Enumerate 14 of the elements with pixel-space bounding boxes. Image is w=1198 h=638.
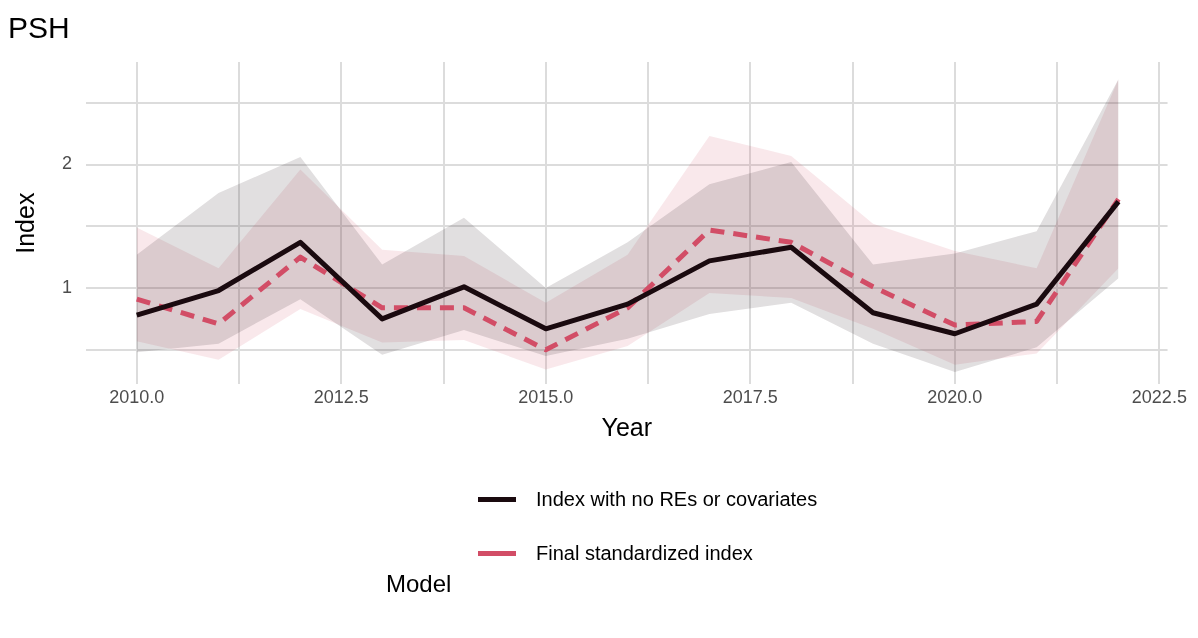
y-tick-label: 1 xyxy=(62,277,73,298)
x-axis-title: Year xyxy=(601,412,653,441)
legend-title: Model xyxy=(386,570,453,598)
x-tick-label: 2017.5 xyxy=(722,387,778,408)
legend-label: Index with no REs or covariates xyxy=(536,487,818,511)
x-tick-label: 2020.0 xyxy=(927,387,983,408)
legend-label: Final standardized index xyxy=(536,541,753,565)
y-tick-label: 2 xyxy=(62,153,73,174)
chart-title: PSH xyxy=(8,11,70,45)
x-tick-label: 2015.0 xyxy=(518,387,574,408)
x-tick-label: 2010.0 xyxy=(109,387,165,408)
y-axis-title: Index xyxy=(10,192,39,254)
x-tick-label: 2022.5 xyxy=(1131,387,1187,408)
x-tick-label: 2012.5 xyxy=(313,387,369,408)
